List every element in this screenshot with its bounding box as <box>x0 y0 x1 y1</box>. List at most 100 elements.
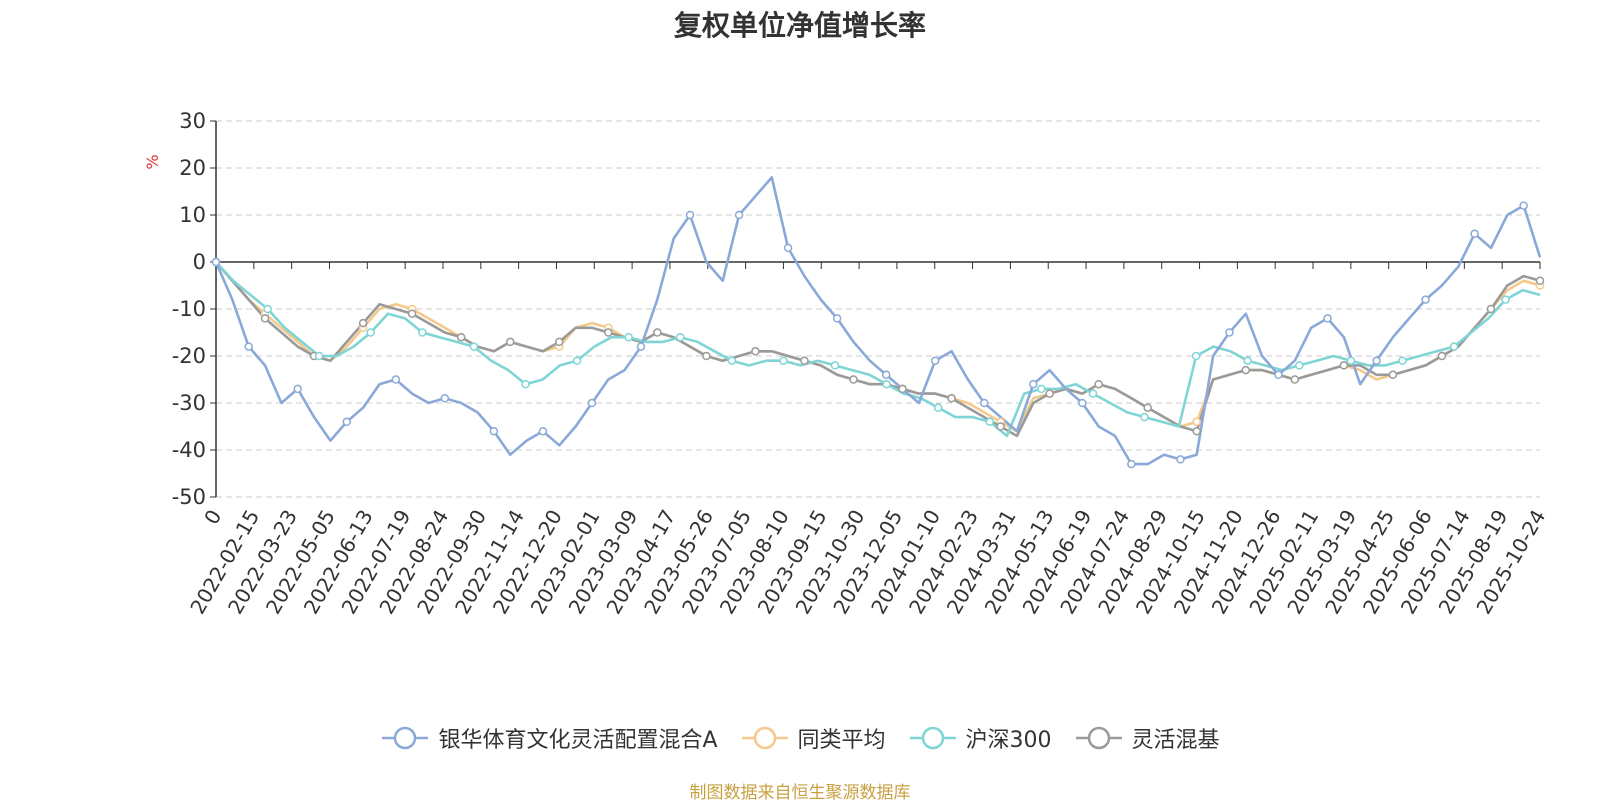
data-point <box>1037 384 1046 394</box>
data-point <box>358 318 368 328</box>
legend-item[interactable]: 银华体育文化灵活配置混合A <box>380 722 718 754</box>
legend-label: 同类平均 <box>797 728 886 753</box>
legend-label: 银华体育文化灵活配置混合A <box>438 728 718 753</box>
data-point <box>1192 426 1201 436</box>
data-point <box>1192 417 1201 427</box>
y-tick-label: -30 <box>172 391 206 415</box>
data-point <box>1176 455 1185 464</box>
data-point <box>933 403 943 412</box>
y-tick-label: 20 <box>179 156 206 180</box>
chart-title: 复权单位净值增长率 <box>673 9 926 42</box>
data-point <box>1143 403 1152 412</box>
y-tick-label: -40 <box>172 438 206 462</box>
data-point <box>881 370 891 380</box>
data-point <box>1225 328 1234 337</box>
data-point <box>832 314 842 323</box>
data-point <box>260 314 270 323</box>
data-point <box>653 328 662 337</box>
data-point <box>489 426 499 436</box>
data-point <box>930 356 940 365</box>
data-point <box>1241 365 1251 375</box>
data-point <box>342 417 352 427</box>
y-tick-label: 0 <box>193 250 206 274</box>
legend-line-circle-icon <box>382 726 429 750</box>
series-line-0 <box>214 176 1542 466</box>
data-point <box>1127 459 1136 469</box>
data-point <box>996 422 1005 431</box>
data-point <box>211 257 221 267</box>
data-point <box>849 375 858 384</box>
data-point <box>702 351 711 361</box>
data-point <box>1339 361 1349 370</box>
data-point <box>800 356 809 365</box>
data-point <box>1501 295 1510 304</box>
data-point <box>505 337 515 347</box>
data-point <box>947 394 956 403</box>
data-point <box>1243 356 1252 365</box>
legend-label: 灵活混基 <box>1131 728 1220 753</box>
data-point <box>685 210 695 220</box>
axes: 3020100-10-20-30-40-50%02022-02-152022-0… <box>143 109 1550 618</box>
data-point <box>1421 295 1430 304</box>
data-point <box>985 417 995 427</box>
data-point <box>418 328 427 337</box>
data-point <box>1372 356 1381 365</box>
data-point <box>1486 304 1496 314</box>
series-lines <box>214 176 1542 466</box>
data-point <box>751 347 760 356</box>
data-point <box>1140 412 1149 422</box>
data-point <box>263 304 272 314</box>
data-point <box>1323 314 1332 323</box>
data-point <box>830 361 840 370</box>
data-point <box>521 379 530 389</box>
legend-item[interactable]: 同类平均 <box>740 722 886 754</box>
data-point <box>676 332 685 342</box>
data-point <box>244 342 253 351</box>
data-point <box>1295 361 1304 370</box>
series-line-3 <box>215 261 1541 438</box>
data-point <box>391 375 401 384</box>
data-point <box>572 356 582 365</box>
legend-line-circle-icon <box>909 726 956 750</box>
series-markers <box>211 201 1545 469</box>
legend-item[interactable]: 沪深300 <box>908 722 1052 754</box>
data-point <box>1388 370 1398 380</box>
y-axis-unit: % <box>143 154 162 169</box>
x-tick-label: 0 <box>199 506 226 529</box>
data-point <box>1535 276 1545 286</box>
data-point <box>898 384 907 394</box>
data-point <box>624 332 633 342</box>
data-point <box>1398 356 1407 365</box>
data-source-note: 制图数据来自恒生聚源数据库 <box>689 783 911 803</box>
data-point <box>604 328 613 337</box>
data-point <box>734 210 744 220</box>
data-point <box>1088 389 1098 398</box>
y-tick-label: 30 <box>179 109 206 133</box>
data-point <box>293 384 302 394</box>
y-tick-label: -10 <box>172 297 206 321</box>
legend-item[interactable]: 灵活混基 <box>1074 722 1220 754</box>
data-point <box>882 379 891 389</box>
legend-line-circle-icon <box>741 726 788 750</box>
data-point <box>1274 370 1283 380</box>
data-point <box>1470 229 1479 239</box>
y-tick-label: 10 <box>179 203 206 227</box>
legend: 银华体育文化灵活配置混合A 同类平均 沪深300 灵活混基 <box>0 722 1600 754</box>
data-point <box>555 337 564 347</box>
data-point <box>456 332 466 342</box>
data-point <box>366 328 376 337</box>
data-point <box>636 342 646 351</box>
data-point <box>783 243 793 253</box>
data-point <box>779 356 788 365</box>
data-point <box>1045 389 1054 398</box>
data-point <box>1519 201 1528 210</box>
data-point <box>979 398 989 408</box>
legend-line-circle-icon <box>1075 726 1122 750</box>
data-point <box>587 398 597 408</box>
series-line-1 <box>215 261 1541 433</box>
data-point <box>1346 356 1356 365</box>
data-point <box>1029 379 1038 389</box>
data-point <box>1191 351 1201 361</box>
series-line-2 <box>215 261 1541 438</box>
